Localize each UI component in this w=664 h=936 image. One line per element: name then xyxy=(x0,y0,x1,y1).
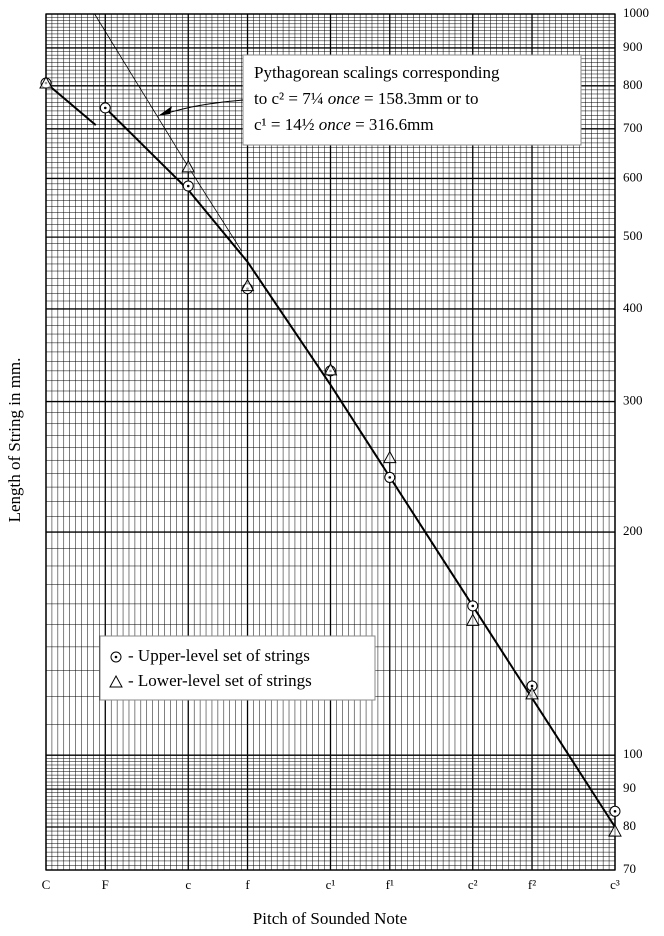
annotation-part: once xyxy=(319,115,352,134)
triangle-marker xyxy=(525,686,539,700)
annotation-part: once xyxy=(328,89,361,108)
y-tick-label: 700 xyxy=(623,120,643,135)
y-tick-label: 1000 xyxy=(623,5,649,20)
arrow-head xyxy=(158,106,172,116)
circle-marker xyxy=(110,651,122,663)
x-tick-label: F xyxy=(102,877,109,892)
x-tick-label: f¹ xyxy=(386,877,394,892)
marker-dot xyxy=(186,184,190,188)
circle-marker xyxy=(99,102,111,114)
circle-marker xyxy=(384,471,396,483)
triangle-marker xyxy=(465,613,480,626)
annotation-part: = 158.3mm or to xyxy=(360,89,479,108)
triangle-marker xyxy=(608,824,622,837)
circle-marker xyxy=(467,600,479,612)
triangle-marker xyxy=(323,362,338,376)
y-tick-label: 900 xyxy=(623,39,643,54)
marker-dot xyxy=(388,476,392,479)
triangle-marker xyxy=(181,159,196,173)
x-axis-label: Pitch of Sounded Note xyxy=(253,909,407,928)
legend: - Upper-level set of strings - Lower-leve… xyxy=(109,646,312,690)
marker-dot xyxy=(613,810,617,813)
annotation-line: to c² = 7¼ once = 158.3mm or to xyxy=(254,89,478,108)
y-tick-label: 600 xyxy=(623,169,643,184)
annotation-part: c¹ = 14½ xyxy=(254,115,319,134)
y-tick-label: 400 xyxy=(623,300,643,315)
y-tick-label: 100 xyxy=(623,746,643,761)
scaling-line xyxy=(45,82,97,126)
annotation-part: to c² = 7¼ xyxy=(254,89,328,108)
x-tick-label: c¹ xyxy=(326,877,336,892)
annotation-box xyxy=(242,54,582,146)
annotation-part: Pythagorean scalings corresponding xyxy=(254,63,500,82)
plot-frame xyxy=(45,13,616,871)
triangle-marker xyxy=(109,674,123,688)
x-tick-label: c xyxy=(185,877,191,892)
y-tick-label: 800 xyxy=(623,77,643,92)
marker-dot xyxy=(103,106,107,110)
marker-dot xyxy=(114,655,118,659)
triangle-marker xyxy=(382,450,397,464)
x-tick-label: c² xyxy=(468,877,478,892)
triangle-marker xyxy=(240,278,255,292)
x-tick-label: C xyxy=(42,877,51,892)
circle-marker xyxy=(182,180,194,192)
annotation: Pythagorean scalings corresponding to c² … xyxy=(254,63,500,134)
y-tick-label: 70 xyxy=(623,861,636,876)
y-tick-label: 90 xyxy=(623,780,636,795)
x-tick-label: f xyxy=(245,877,250,892)
x-tick-label: c³ xyxy=(610,877,620,892)
x-tick-label: f² xyxy=(528,877,536,892)
marks xyxy=(39,13,622,837)
y-tick-label: 80 xyxy=(623,818,636,833)
scaling-line xyxy=(94,13,242,252)
marker-dot xyxy=(530,684,534,688)
y-tick-label: 500 xyxy=(623,228,643,243)
circle-marker xyxy=(609,805,621,817)
scaling-line xyxy=(104,107,616,828)
y-tick-label: 300 xyxy=(623,393,643,408)
legend-label: - Upper-level set of strings xyxy=(128,646,310,665)
annotation-part: = 316.6mm xyxy=(351,115,434,134)
y-tick-label: 200 xyxy=(623,523,643,538)
y-axis-label: Length of String in mm. xyxy=(5,358,24,523)
legend-label: - Lower-level set of strings xyxy=(128,671,312,690)
triangle-marker xyxy=(39,75,53,89)
annotation-line: Pythagorean scalings corresponding xyxy=(254,63,500,82)
annotation-line: c¹ = 14½ once = 316.6mm xyxy=(254,115,434,134)
legend-box xyxy=(99,635,376,701)
marker-dot xyxy=(471,604,475,608)
